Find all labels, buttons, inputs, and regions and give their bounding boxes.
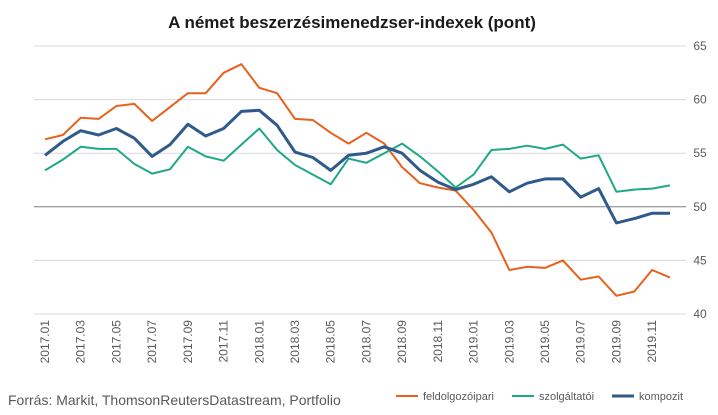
y-axis: 40 45 50 55 60 65 (693, 39, 707, 321)
y-tick-label: 65 (693, 39, 707, 53)
y-tick-label: 40 (693, 307, 707, 321)
x-tick-label: 2018.05 (324, 320, 338, 364)
series-line-szolgáltatói (44, 127, 671, 193)
x-tick-label: 2018.07 (359, 320, 373, 364)
x-tick-label: 2019.01 (467, 320, 481, 364)
chart-title: A német beszerzésimenedzser-indexek (pon… (168, 13, 536, 32)
x-tick-label: 2017.01 (38, 320, 52, 364)
legend-label: feldolgozóipari (423, 391, 494, 403)
series-lines (44, 63, 671, 297)
x-tick-label: 2017.05 (109, 320, 123, 364)
y-tick-label: 50 (693, 200, 707, 214)
legend: feldolgozóipari szolgáltatói kompozit (396, 391, 683, 403)
series-line-feldolgozóipari (44, 63, 671, 297)
y-tick-label: 60 (693, 93, 707, 107)
x-tick-label: 2017.03 (74, 320, 88, 364)
legend-label: szolgáltatói (539, 391, 594, 403)
x-tick-label: 2019.09 (609, 320, 623, 364)
x-tick-label: 2019.11 (645, 320, 659, 363)
x-tick-label: 2018.03 (288, 320, 302, 364)
gridlines (34, 45, 686, 315)
x-tick-label: 2019.07 (574, 320, 588, 364)
y-tick-label: 45 (693, 253, 707, 267)
x-tick-label: 2018.09 (395, 320, 409, 364)
x-tick-label: 2017.07 (145, 320, 159, 364)
x-tick-label: 2019.05 (538, 320, 552, 364)
series-line-kompozit (44, 108, 670, 225)
x-tick-label: 2017.09 (181, 320, 195, 364)
legend-label: kompozit (639, 391, 683, 403)
y-tick-label: 55 (693, 146, 707, 160)
x-axis: 2017.01 2017.03 2017.05 2017.07 2017.09 2017.… (38, 320, 659, 364)
x-tick-label: 2018.01 (252, 320, 266, 364)
x-tick-label: 2019.03 (502, 320, 516, 364)
x-tick-label: 2017.11 (217, 320, 231, 363)
source-note: Forrás: Markit, ThomsonReutersDatastream… (8, 392, 341, 408)
x-tick-label: 2018.11 (431, 320, 445, 363)
